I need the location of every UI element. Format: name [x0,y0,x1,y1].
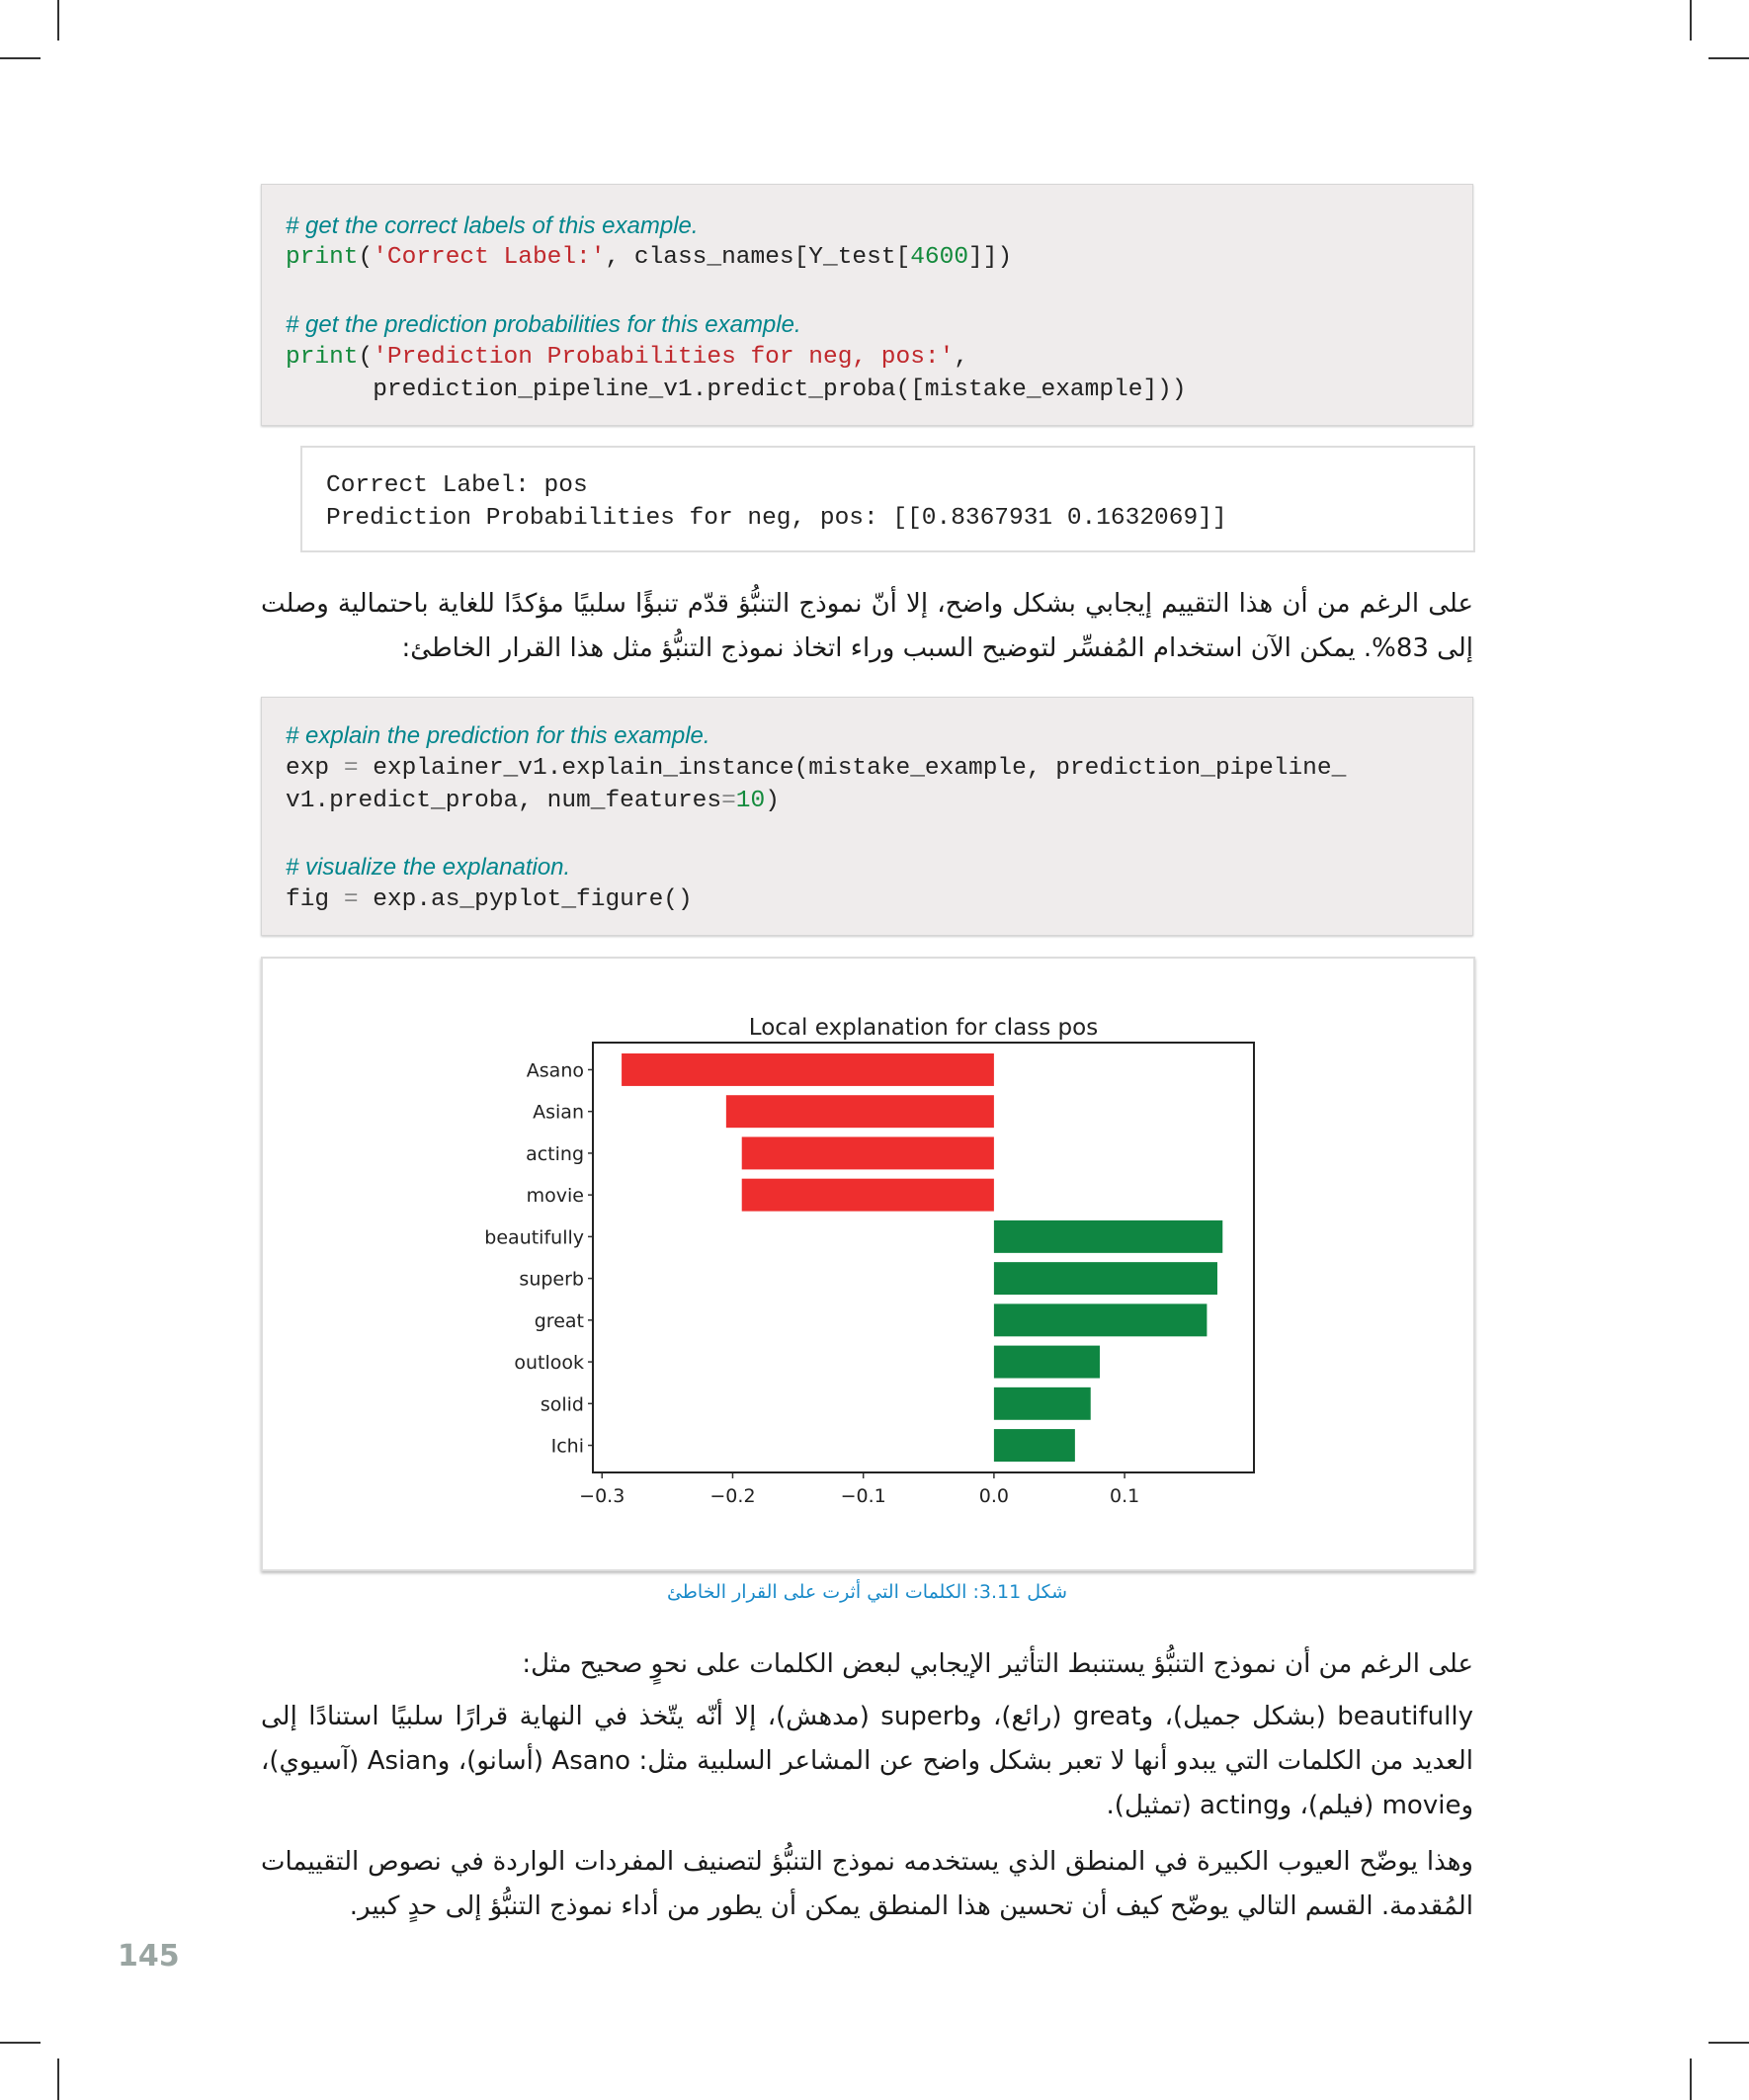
bar-superb [993,1262,1217,1296]
code-block-labels: # get the correct labels of this example… [261,184,1473,426]
bar-chart: Local explanation for class pos Asano Asia… [484,1015,1255,1507]
crop-mark [1708,57,1749,59]
y-tick-label: acting [526,1143,584,1165]
y-tick-label: Ichi [551,1436,584,1458]
x-tick-label: −0.1 [841,1485,886,1507]
chart-title: Local explanation for class pos [749,1015,1098,1041]
paragraph: beautifully (بشكل جميل)، وgreat (رائع)، … [261,1702,1473,1820]
crop-mark [57,0,59,41]
crop-mark [1690,0,1692,41]
crop-mark [1690,2058,1692,2100]
output-line: Prediction Probabilities for neg, pos: [… [326,505,1227,532]
y-tick-label: movie [527,1185,584,1207]
paragraph: على الرغم من أن نموذج التنبُّؤ يستنبط ال… [522,1649,1473,1679]
code-comment: # visualize the explanation. [286,854,571,881]
figure-box: Local explanation for class pos Asano Asia… [261,957,1475,1571]
crop-mark [57,2058,59,2100]
code-line: exp = explainer_v1.explain_instance(mist… [286,755,1347,782]
code-comment: # explain the prediction for this exampl… [286,722,710,749]
x-tick-label: −0.2 [709,1485,755,1507]
y-tick-label: Asian [533,1102,584,1124]
paragraph: على الرغم من أن هذا التقييم إيجابي بشكل … [261,589,1473,663]
y-tick-label: Asano [527,1059,584,1081]
crop-mark [0,2042,41,2044]
bar-solid [993,1386,1091,1420]
bar-acting [741,1136,994,1170]
x-tick-label: 0.0 [979,1485,1009,1507]
bar-beautifully [993,1219,1223,1253]
code-line: print('Correct Label:', class_names[Y_te… [286,244,1013,271]
y-tick-label: beautifully [484,1226,584,1248]
output-block: Correct Label: pos Prediction Probabilit… [300,446,1475,552]
code-comment: # get the correct labels of this example… [286,212,699,239]
bar-ichi [993,1429,1075,1463]
bar-asian [725,1095,994,1129]
code-comment: # get the prediction probabilities for t… [286,311,801,338]
plot-frame [592,1042,1255,1473]
code-line: v1.predict_proba, num_features=10) [286,788,780,814]
figure-caption: شكل 3.11: الكلمات التي أثرت على القرار ا… [666,1581,1068,1603]
bar-asano [622,1052,994,1086]
code-line: fig = exp.as_pyplot_figure() [286,886,693,913]
bar-great [993,1303,1208,1337]
y-tick-label: great [535,1310,584,1332]
crop-mark [1708,2042,1749,2044]
y-tick-label: superb [519,1269,584,1291]
page-number: 145 [118,1939,180,1974]
x-tick-label: −0.3 [579,1485,625,1507]
code-line: prediction_pipeline_v1.predict_proba([mi… [286,377,1187,403]
bar-outlook [993,1345,1100,1379]
bar-movie [741,1178,994,1212]
output-line: Correct Label: pos [326,472,588,499]
y-tick-label: solid [541,1393,584,1415]
crop-mark [0,57,41,59]
code-block-explain: # explain the prediction for this exampl… [261,697,1473,936]
x-tick-label: 0.1 [1110,1485,1139,1507]
code-line: print('Prediction Probabilities for neg,… [286,344,969,371]
y-tick-label: outlook [514,1352,584,1374]
paragraph: وهذا يوضّح العيوب الكبيرة في المنطق الذي… [261,1847,1473,1921]
